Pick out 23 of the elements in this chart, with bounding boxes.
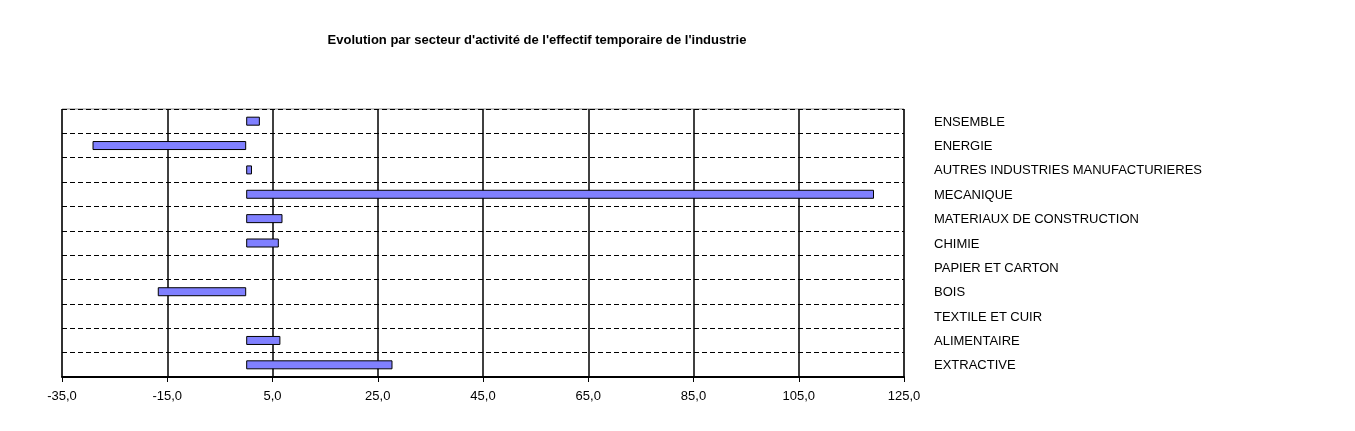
x-tick-label: 105,0 [782,388,816,403]
x-tick-label: 65,0 [575,388,601,403]
y-tick-label: MECANIQUE [934,186,1014,202]
y-tick-label: ENERGIE [934,138,993,154]
y-tick-label: PAPIER ET CARTON [934,259,1059,275]
y-tick-label: CHIMIE [934,235,980,251]
x-tick-label: 5,0 [263,388,282,403]
y-tick-label: MATERIAUX DE CONSTRUCTION [934,211,1139,227]
y-tick-label: AUTRES INDUSTRIES MANUFACTURIERES [934,162,1203,178]
y-tick-label: BOIS [934,284,966,300]
x-tick-label: 25,0 [365,388,391,403]
y-tick-label: ALIMENTAIRE [934,332,1021,348]
x-tick-label: 125,0 [887,388,921,403]
y-tick-label: ENSEMBLE [934,113,1006,129]
x-tick-label: 45,0 [470,388,496,403]
x-tick-label: -15,0 [152,388,183,403]
bar [246,165,252,175]
bar [246,116,260,126]
x-tick-label: 85,0 [680,388,707,403]
x-tick-label: -35,0 [47,388,77,403]
y-tick-label: EXTRACTIVE [934,357,1016,373]
chart-title: Evolution par secteur d'activité de l'effectif temporaire de l'industrie [327,32,747,47]
y-tick-label: TEXTILE ET CUIR [934,308,1043,324]
